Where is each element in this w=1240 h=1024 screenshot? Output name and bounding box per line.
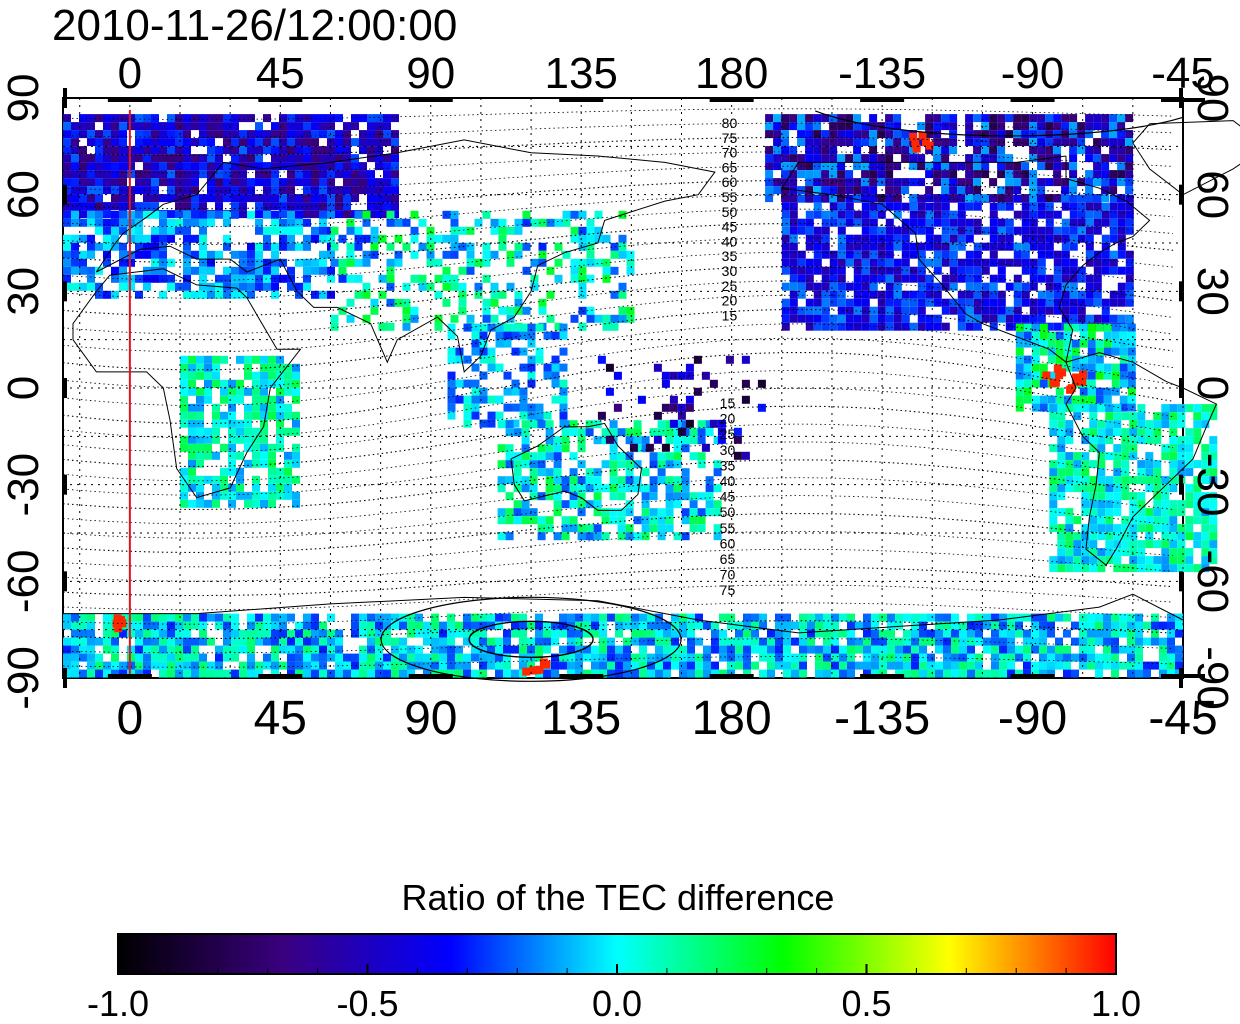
colorbar-ticks: -1.0 -0.5 0.0 0.5 1.0 <box>87 964 1141 1024</box>
lat-tick-right: 90 <box>1188 74 1237 123</box>
lon-tick-top: 0 <box>118 49 142 98</box>
lon-tick-labels-bottom: 0 45 90 135 180 -135 -90 -45 <box>117 692 1218 745</box>
coastlines <box>63 120 1240 634</box>
contour-label-north: 75 <box>722 130 738 146</box>
lat-tick-left: -90 <box>0 646 48 710</box>
contour-label-south: 55 <box>720 520 736 536</box>
contour-label-north: 30 <box>722 263 738 279</box>
contour-label-south: 75 <box>720 582 736 598</box>
colorbar-tick-label: -1.0 <box>87 983 149 1024</box>
contour-label-south: 70 <box>720 567 736 583</box>
contour-label-north: 20 <box>722 293 738 309</box>
contour-label-north: 25 <box>722 278 738 294</box>
lon-tick-bottom: 180 <box>692 692 772 745</box>
map-area: 8075706560555045403530252015152025303540… <box>62 88 1240 688</box>
contour-labels: 8075706560555045403530252015152025303540… <box>720 115 738 598</box>
contour-label-north: 55 <box>722 189 738 205</box>
lat-tick-right: -90 <box>1188 646 1237 710</box>
contour-label-south: 20 <box>720 411 736 427</box>
contour-label-north: 80 <box>722 115 738 131</box>
lat-tick-left: 0 <box>0 376 48 400</box>
contour-label-north: 35 <box>722 248 738 264</box>
lat-tick-left: 90 <box>0 74 48 123</box>
contour-label-south: 25 <box>720 426 736 442</box>
colorbar-tick-label: 1.0 <box>1091 983 1141 1024</box>
contour-label-north: 60 <box>722 174 738 190</box>
map-timestamp: 2010-11-26/12:00:00 <box>52 1 457 50</box>
frame-ticks <box>63 88 1205 688</box>
colorbar-tick-label: 0.0 <box>592 983 642 1024</box>
contour-label-south: 30 <box>720 442 736 458</box>
colorbar-title: Ratio of the TEC difference <box>402 877 835 918</box>
lat-tick-left: -60 <box>0 550 48 614</box>
lat-tick-right: 60 <box>1188 170 1237 219</box>
lon-tick-bottom: -135 <box>834 692 930 745</box>
lon-tick-bottom: 135 <box>541 692 621 745</box>
lon-tick-top: -135 <box>838 49 926 98</box>
lat-tick-left: 60 <box>0 170 48 219</box>
contour-label-north: 45 <box>722 219 738 235</box>
colorbar-tick-label: 0.5 <box>841 983 891 1024</box>
lat-tick-left: -30 <box>0 453 48 517</box>
lat-tick-labels-right: 90 60 30 0 -30 -60 -90 <box>1188 74 1237 710</box>
lon-tick-bottom: 45 <box>254 692 307 745</box>
lon-tick-bottom: -90 <box>998 692 1067 745</box>
lon-tick-bottom: 0 <box>117 692 144 745</box>
lat-tick-right: -30 <box>1188 453 1237 517</box>
contour-label-south: 15 <box>720 395 736 411</box>
lat-tick-right: 30 <box>1188 267 1237 316</box>
lon-tick-bottom: 90 <box>404 692 457 745</box>
lon-tick-top: -45 <box>1151 49 1215 98</box>
contour-label-south: 60 <box>720 535 736 551</box>
contour-label-south: 45 <box>720 489 736 505</box>
contour-label-south: 40 <box>720 473 736 489</box>
lon-tick-bottom: -45 <box>1148 692 1217 745</box>
contour-label-south: 65 <box>720 551 736 567</box>
lon-tick-top: 135 <box>544 49 617 98</box>
lat-tick-right: 0 <box>1188 376 1237 400</box>
lat-tick-left: 30 <box>0 267 48 316</box>
contour-label-north: 70 <box>722 145 738 161</box>
lon-tick-top: 45 <box>256 49 305 98</box>
tec-ratio-cells <box>63 114 1218 678</box>
contour-label-south: 50 <box>720 504 736 520</box>
contour-label-south: 35 <box>720 457 736 473</box>
colorbar-tick-label: -0.5 <box>336 983 398 1024</box>
lon-tick-top: -90 <box>1001 49 1065 98</box>
lon-tick-labels-top: 0 45 90 135 180 -135 -90 -45 <box>118 49 1215 98</box>
contour-label-north: 50 <box>722 204 738 220</box>
lat-tick-right: -60 <box>1188 550 1237 614</box>
lon-tick-top: 180 <box>695 49 768 98</box>
lat-tick-labels-left: 90 60 30 0 -30 -60 -90 <box>0 74 48 710</box>
contour-label-north: 15 <box>722 307 738 323</box>
contour-label-north: 40 <box>722 233 738 249</box>
lon-tick-top: 90 <box>406 49 455 98</box>
contour-label-north: 65 <box>722 159 738 175</box>
